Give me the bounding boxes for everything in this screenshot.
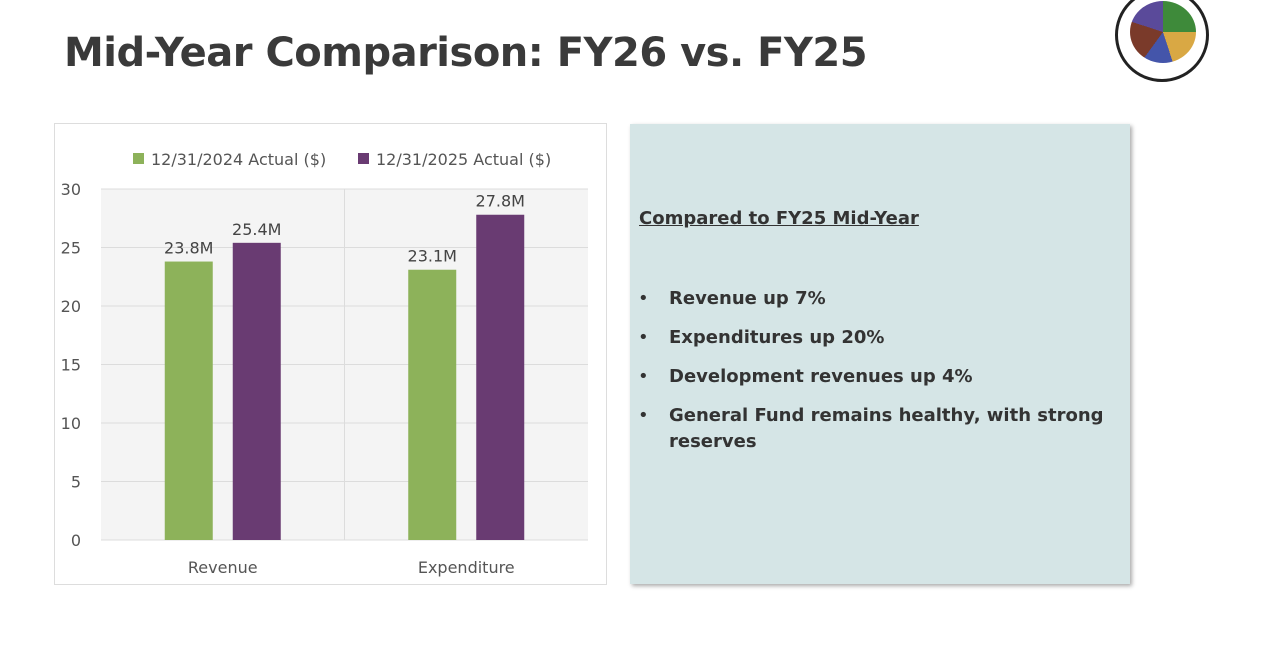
- legend-swatch: [133, 153, 144, 164]
- y-tick-label: 25: [61, 239, 81, 258]
- y-tick-label: 20: [61, 297, 81, 316]
- y-tick-label: 0: [71, 531, 81, 550]
- y-tick-label: 5: [71, 473, 81, 492]
- x-tick-label: Expenditure: [418, 558, 515, 577]
- bullet-item: • Development revenues up 4%: [638, 366, 973, 387]
- summary-panel: Compared to FY25 Mid-Year • Revenue up 7%…: [630, 124, 1130, 584]
- bullet-item: • Revenue up 7%: [638, 288, 826, 309]
- slide-title: Mid-Year Comparison: FY26 vs. FY25: [64, 30, 868, 76]
- bullet-item: • General Fund remains healthy, with stro…: [638, 405, 1104, 452]
- data-label: 23.1M: [408, 247, 457, 266]
- bullet-list: • Revenue up 7% • Expenditures up 20% • Dev…: [638, 286, 1108, 468]
- x-tick-label: Revenue: [188, 558, 258, 577]
- city-seal-logo: [1115, 0, 1209, 82]
- legend-entry: 12/31/2025 Actual ($): [376, 150, 551, 169]
- chart-svg: 0 5 10 15 20 25 30 Revenue 23.8M 25.4M Expenditure…: [61, 150, 588, 577]
- y-tick-label: 30: [61, 180, 81, 199]
- bar-revenue-1: [232, 242, 281, 540]
- bar-revenue-0: [164, 261, 213, 540]
- data-label: 27.8M: [476, 192, 525, 211]
- data-label: 23.8M: [164, 239, 213, 258]
- panel-heading: Compared to FY25 Mid-Year: [639, 208, 919, 229]
- y-tick-label: 10: [61, 414, 81, 433]
- bar-expenditure-0: [408, 269, 457, 540]
- data-label: 25.4M: [232, 220, 281, 239]
- legend-entry: 12/31/2024 Actual ($): [151, 150, 326, 169]
- bullet-item: • Expenditures up 20%: [638, 327, 885, 348]
- bar-chart: 0 5 10 15 20 25 30 Revenue 23.8M 25.4M Expenditure…: [54, 123, 607, 585]
- legend-swatch: [358, 153, 369, 164]
- bar-expenditure-1: [476, 214, 525, 540]
- y-tick-label: 15: [61, 356, 81, 375]
